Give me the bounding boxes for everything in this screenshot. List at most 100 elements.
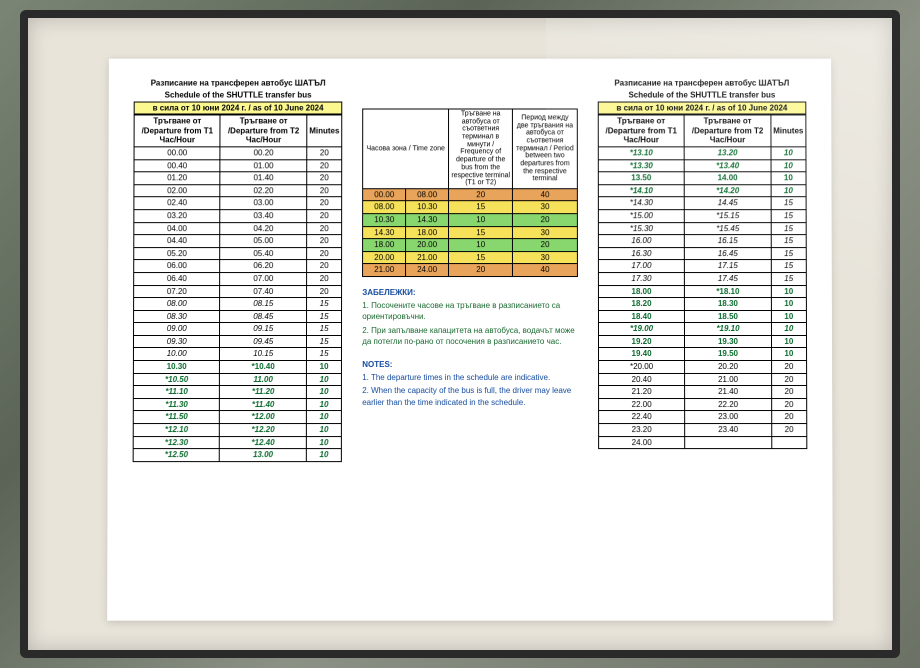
cell: 02.40: [134, 197, 220, 210]
cell: *12.50: [133, 449, 220, 462]
cell: *19.10: [685, 323, 772, 336]
cell: *14.10: [598, 184, 684, 197]
mid-hdr-freq: Тръгване на автобуса от съответния терми…: [449, 109, 513, 189]
cell: *10.50: [133, 373, 220, 386]
table-row: 00.0000.2020: [134, 147, 342, 160]
cell: 09.15: [220, 323, 306, 336]
schedule-table-left: Тръгване от /Departure from T1 Час/Hour …: [133, 115, 343, 462]
cell: *12.30: [133, 436, 220, 449]
cell: 03.40: [220, 210, 306, 223]
cell: 04.40: [134, 235, 220, 248]
cell: 15: [771, 272, 806, 285]
table-row: *20.0020.2020: [598, 361, 806, 374]
table-row: 23.2023.4020: [598, 424, 806, 437]
cell: [772, 436, 807, 449]
cell: 20: [307, 184, 342, 197]
cell: 09.45: [220, 335, 307, 348]
cell: 11.00: [220, 373, 307, 386]
cell: 30: [513, 201, 577, 214]
validity-right: в сила от 10 юни 2024 г. / as of 10 June…: [598, 102, 807, 115]
cell: 15: [449, 226, 513, 239]
cell: 20: [449, 264, 513, 277]
cell: 15: [771, 210, 806, 223]
cell: *14.20: [684, 184, 770, 197]
table-row: 03.2003.4020: [134, 210, 342, 223]
cell: 05.00: [220, 235, 306, 248]
table-row: *15.30*15.4515: [598, 222, 806, 235]
cell: 20: [771, 398, 806, 411]
cell: 10: [771, 298, 806, 311]
cell: *11.50: [133, 411, 220, 424]
hdr-t2-r: Тръгване от /Departure from T2 Час/Hour: [684, 115, 770, 147]
cell: 15: [771, 247, 806, 260]
table-row: 16.0016.1515: [598, 235, 806, 248]
cell: 16.30: [598, 247, 684, 260]
cell: 10: [771, 335, 806, 348]
hdr-t1-r: Тръгване от /Departure from T1 Час/Hour: [598, 115, 684, 147]
cell: 02.00: [134, 184, 220, 197]
cell: 20: [771, 424, 806, 437]
cell: 20: [513, 239, 577, 252]
cell: 20: [771, 373, 806, 386]
cell: 20: [307, 247, 342, 260]
cell: 21.00: [406, 251, 449, 264]
cell: *12.40: [220, 436, 307, 449]
mid-hdr-tz: Часова зона / Time zone: [363, 109, 449, 189]
table-row: 19.4019.5010: [598, 348, 806, 361]
table-row: 16.3016.4515: [598, 247, 806, 260]
middle-column: Часова зона / Time zone Тръгване на авто…: [362, 79, 578, 601]
cell: 21.00: [363, 264, 406, 277]
cell: 10.30: [363, 214, 406, 227]
table-row: 18.2018.3010: [598, 298, 806, 311]
cell: 20: [307, 222, 342, 235]
cell: 17.15: [685, 260, 771, 273]
cell: 00.00: [134, 147, 220, 160]
table-row: *11.50*12.0010: [133, 411, 341, 424]
title-en: Schedule of the SHUTTLE transfer bus: [134, 90, 343, 100]
cell: 10: [306, 398, 341, 411]
cell: 15: [449, 201, 513, 214]
schedule-paper: Разписание на трансферен автобус ШАТЪЛ S…: [107, 59, 833, 621]
cell: 16.15: [685, 235, 771, 248]
notes-en-1: 1. The departure times in the schedule a…: [362, 372, 578, 383]
cell: 20.00: [406, 239, 449, 252]
cell: 23.00: [685, 411, 772, 424]
cell: 21.20: [598, 386, 685, 399]
cell: 14.00: [684, 172, 770, 185]
cell: 19.40: [598, 348, 685, 361]
cell: *12.20: [220, 424, 307, 437]
cell: 06.40: [134, 272, 220, 285]
hdr-min-r: Minutes: [771, 115, 806, 147]
cell: 21.00: [685, 373, 772, 386]
cell: *19.00: [598, 323, 684, 336]
cell: 24.00: [406, 264, 449, 277]
table-row: 18.00*18.1010: [598, 285, 806, 298]
table-row: *19.00*19.1010: [598, 323, 806, 336]
cell: *11.20: [220, 386, 307, 399]
table-row: *13.30*13.4010: [598, 159, 806, 172]
cell: 19.50: [685, 348, 772, 361]
cell: 18.00: [363, 239, 406, 252]
title-en-r: Schedule of the SHUTTLE transfer bus: [598, 90, 807, 100]
cell: 02.20: [220, 184, 306, 197]
cell: 17.30: [598, 272, 684, 285]
cell: 20: [449, 189, 513, 202]
table-row: 02.0002.2020: [134, 184, 342, 197]
cell: 10: [449, 239, 513, 252]
table-row: 08.0008.1515: [134, 298, 342, 311]
table-row: 21.2021.4020: [598, 386, 806, 399]
freq-row: 10.3014.301020: [363, 214, 577, 227]
cell: 15: [771, 222, 806, 235]
table-row: 04.4005.0020: [134, 235, 342, 248]
cell: 10: [771, 147, 806, 160]
cell: 15: [306, 323, 341, 336]
cell: *12.10: [133, 424, 220, 437]
cell: 10: [771, 310, 806, 323]
title-bg: Разписание на трансферен автобус ШАТЪЛ: [134, 79, 343, 89]
cell: 06.20: [220, 260, 306, 273]
table-row: 20.4021.0020: [598, 373, 806, 386]
cell: 10: [771, 184, 806, 197]
title-bg-r: Разписание на трансферен автобус ШАТЪЛ: [597, 79, 806, 89]
cell: 15: [771, 235, 806, 248]
table-row: 09.3009.4515: [133, 335, 341, 348]
